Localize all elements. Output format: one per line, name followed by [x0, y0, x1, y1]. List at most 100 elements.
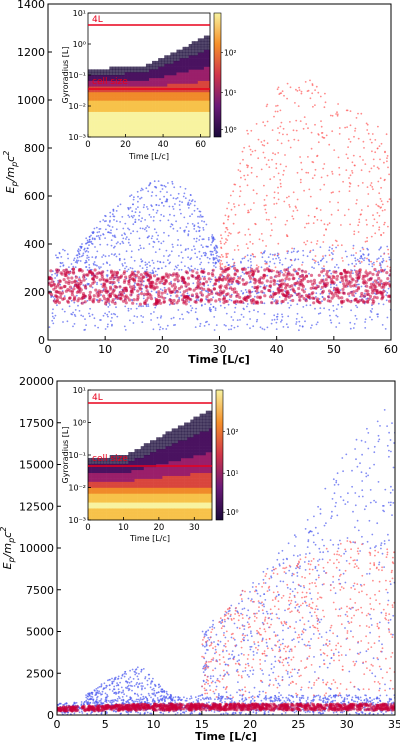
data-point [190, 200, 193, 203]
data-point [72, 325, 74, 328]
data-point [62, 278, 66, 282]
heatmap-cell [94, 94, 98, 98]
data-point [297, 105, 300, 107]
heatmap-cell [100, 125, 104, 129]
top-inset-heatmap [88, 35, 211, 138]
heatmap-cell [127, 103, 131, 107]
data-point [169, 290, 173, 295]
data-point [352, 272, 354, 275]
heatmap-cell [94, 97, 98, 101]
data-point [133, 259, 136, 262]
data-point [141, 267, 144, 269]
data-point [82, 278, 86, 282]
data-point [167, 273, 172, 277]
data-point [121, 234, 123, 237]
colorbar-tick-label: 10¹ [224, 88, 237, 97]
heatmap-cell [103, 75, 107, 79]
data-point [175, 301, 179, 305]
data-point [75, 294, 78, 297]
data-point [270, 223, 273, 225]
heatmap-cell [97, 97, 101, 101]
data-point [215, 252, 218, 255]
data-point [254, 223, 257, 226]
data-point [238, 204, 240, 207]
data-point [76, 254, 79, 257]
data-point [329, 114, 332, 117]
data-point [330, 296, 334, 300]
data-point [358, 283, 360, 286]
heatmap-cell [203, 122, 208, 127]
heatmap-cell [100, 75, 104, 79]
heatmap-cell [136, 114, 141, 118]
data-point [142, 206, 145, 209]
data-point [76, 299, 80, 303]
data-point [219, 300, 222, 303]
data-point [77, 248, 80, 251]
data-point [354, 279, 358, 283]
data-point [283, 200, 286, 203]
data-point [88, 244, 90, 247]
data-point [122, 286, 126, 290]
heatmap-cell [173, 106, 177, 110]
heatmap-cell [161, 86, 165, 90]
data-point [58, 279, 62, 284]
data-point [374, 139, 377, 141]
heatmap-cell [179, 91, 183, 96]
heatmap-cell [115, 131, 119, 135]
heatmap-cell [97, 111, 101, 115]
heatmap-cell [127, 108, 131, 112]
data-point [286, 133, 288, 136]
data-point [385, 133, 388, 136]
heatmap-cell [155, 72, 159, 76]
data-point [289, 299, 292, 302]
heatmap-cell [149, 111, 153, 115]
heatmap-cell [103, 89, 107, 93]
data-point [279, 179, 282, 181]
data-point [108, 225, 111, 228]
data-point [78, 310, 81, 312]
data-point [264, 208, 267, 211]
data-point [309, 195, 312, 198]
heatmap-cell [139, 106, 144, 110]
heatmap-cell [145, 69, 150, 73]
data-point [248, 294, 252, 298]
data-point [207, 277, 211, 281]
data-point [156, 316, 159, 319]
data-point [329, 319, 332, 322]
heatmap-cell [188, 125, 192, 129]
data-point [263, 139, 266, 142]
data-point [349, 291, 353, 295]
y-tick-label: 800 [24, 142, 45, 155]
heatmap-cell [145, 111, 150, 115]
data-point [360, 257, 363, 259]
heatmap-cell [182, 77, 186, 81]
data-point [296, 312, 299, 315]
data-point [386, 291, 389, 294]
data-point [279, 182, 282, 185]
data-point [159, 288, 162, 290]
data-point [307, 696, 309, 699]
data-point [138, 211, 141, 214]
heatmap-cell [106, 100, 110, 104]
data-point [146, 711, 149, 714]
heatmap-cell [176, 103, 180, 107]
data-point [349, 321, 352, 324]
data-point [115, 228, 118, 231]
heatmap-cell [130, 86, 135, 90]
heatmap-cell [121, 108, 125, 112]
data-point [60, 702, 62, 705]
heatmap-cell [185, 134, 189, 138]
data-point [302, 277, 306, 281]
heatmap-cell [152, 111, 156, 115]
data-point [158, 328, 161, 331]
heatmap-cell [142, 120, 147, 124]
data-point [369, 316, 371, 318]
heatmap-cell [97, 125, 101, 129]
heatmap-cell [191, 122, 196, 127]
data-point [315, 85, 318, 88]
data-point [136, 296, 140, 300]
data-point [289, 146, 292, 149]
data-point [265, 105, 268, 108]
heatmap-cell [142, 100, 147, 104]
data-point [313, 259, 316, 262]
